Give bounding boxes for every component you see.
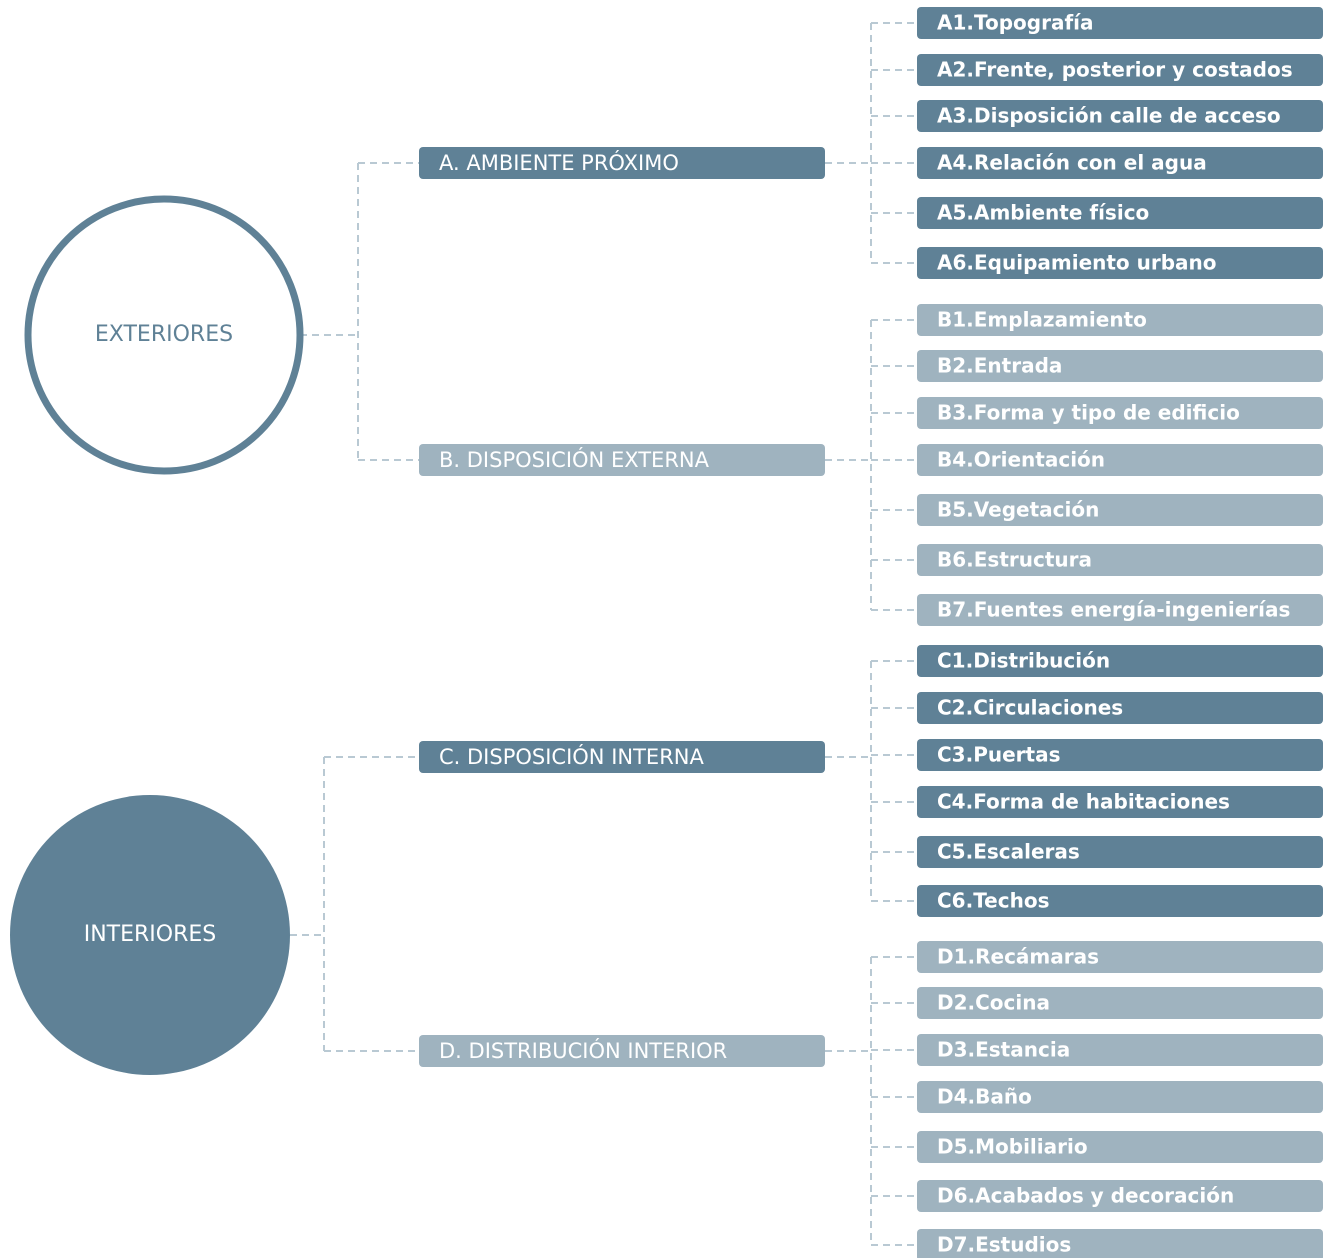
item-box — [917, 1229, 1323, 1258]
group-label: D. DISTRIBUCIÓN INTERIOR — [439, 1038, 727, 1063]
item-label: D5.Mobiliario — [937, 1135, 1088, 1159]
item-label: D7.Estudios — [937, 1233, 1071, 1257]
item-label: D1.Recámaras — [937, 945, 1099, 969]
item-box — [917, 350, 1323, 382]
item-box — [917, 247, 1323, 279]
item-box — [917, 1180, 1323, 1212]
root-node — [10, 795, 290, 1075]
item-label: A2.Frente, posterior y costados — [937, 58, 1293, 82]
item-label: D6.Acabados y decoración — [937, 1184, 1234, 1208]
item-label: C2.Circulaciones — [937, 696, 1123, 720]
item-label: B2.Entrada — [937, 354, 1062, 378]
group-label: B. DISPOSICIÓN EXTERNA — [439, 447, 710, 472]
item-box — [917, 786, 1323, 818]
item-label: C1.Distribución — [937, 649, 1110, 673]
item-box — [917, 1034, 1323, 1066]
item-label: A6.Equipamiento urbano — [937, 251, 1217, 275]
item-label: C4.Forma de habitaciones — [937, 790, 1230, 814]
item-label: B3.Forma y tipo de edificio — [937, 401, 1240, 425]
item-label: C3.Puertas — [937, 743, 1060, 767]
item-box — [917, 1131, 1323, 1163]
group-box — [419, 147, 825, 179]
item-label: C5.Escaleras — [937, 840, 1080, 864]
group-label: C. DISPOSICIÓN INTERNA — [439, 744, 704, 769]
group-box — [419, 741, 825, 773]
item-label: A4.Relación con el agua — [937, 151, 1207, 175]
item-label: D2.Cocina — [937, 991, 1050, 1015]
item-label: B4.Orientación — [937, 448, 1105, 472]
item-box — [917, 941, 1323, 973]
connector — [825, 957, 872, 1245]
connector — [825, 23, 872, 263]
group-label: A. AMBIENTE PRÓXIMO — [439, 150, 679, 175]
item-box — [917, 544, 1323, 576]
item-box — [917, 7, 1323, 39]
item-label: D3.Estancia — [937, 1038, 1070, 1062]
connector — [300, 163, 359, 460]
item-box — [917, 1081, 1323, 1113]
group-box — [419, 444, 825, 476]
item-label: B7.Fuentes energía-ingenierías — [937, 598, 1290, 622]
item-box — [917, 692, 1323, 724]
group-box — [419, 1035, 825, 1067]
item-label: B6.Estructura — [937, 548, 1092, 572]
item-label: A1.Topografía — [937, 11, 1094, 35]
item-box — [917, 197, 1323, 229]
connector — [825, 320, 872, 610]
item-box — [917, 397, 1323, 429]
item-box — [917, 987, 1323, 1019]
item-box — [917, 100, 1323, 132]
item-box — [917, 836, 1323, 868]
item-label: B5.Vegetación — [937, 498, 1099, 522]
item-label: B1.Emplazamiento — [937, 308, 1147, 332]
item-box — [917, 645, 1323, 677]
connector — [290, 757, 325, 1051]
item-box — [917, 304, 1323, 336]
connector — [825, 661, 872, 901]
root-node — [24, 195, 304, 475]
item-box — [917, 444, 1323, 476]
item-label: C6.Techos — [937, 889, 1049, 913]
item-box — [917, 594, 1323, 626]
root-label: INTERIORES — [84, 922, 217, 947]
item-box — [917, 54, 1323, 86]
item-box — [917, 739, 1323, 771]
item-box — [917, 494, 1323, 526]
item-label: A3.Disposición calle de acceso — [937, 104, 1281, 128]
item-label: D4.Baño — [937, 1085, 1032, 1109]
item-box — [917, 147, 1323, 179]
item-label: A5.Ambiente físico — [937, 201, 1149, 225]
item-box — [917, 885, 1323, 917]
root-label: EXTERIORES — [95, 322, 233, 347]
